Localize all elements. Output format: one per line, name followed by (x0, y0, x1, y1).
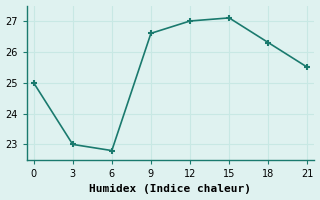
X-axis label: Humidex (Indice chaleur): Humidex (Indice chaleur) (90, 184, 252, 194)
